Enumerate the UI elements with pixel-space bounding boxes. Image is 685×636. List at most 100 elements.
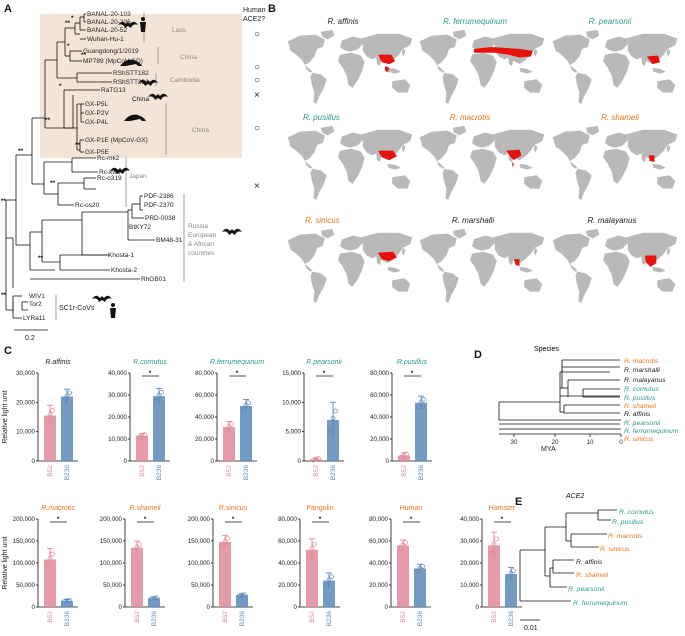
y-tick-label: 10,000 [282, 399, 301, 406]
y-tick-label: 20,000 [195, 436, 214, 443]
data-point [415, 568, 420, 574]
data-point [420, 563, 425, 569]
category-label: B52 [400, 611, 407, 623]
chart-title: R.cornutus [133, 359, 167, 366]
significance-star: * [323, 370, 326, 377]
category-label: B236 [326, 611, 333, 627]
bar [414, 568, 426, 607]
support-label: ** [81, 52, 87, 59]
map-title: R. macrotis [450, 113, 490, 122]
species-label: R. malayanus [624, 377, 666, 384]
significance-star: * [410, 516, 413, 523]
chart-title: R.pusillus [397, 359, 428, 366]
bar-charts: R.affinis 0 10,000 20,000 30,000 B52 B236 Relat… [2, 359, 522, 626]
scale-label-a: 0.2 [25, 335, 35, 342]
y-tick-label: 20,000 [16, 399, 35, 406]
bar-chart: R.shameli 0 50,000 100,000 150,000 200,000 B52… [100, 505, 165, 626]
species-label: R. cornutus [624, 386, 659, 393]
map-3: R. pearsonii [552, 17, 678, 104]
category-label: B52 [134, 611, 141, 623]
group-label-japan: Japan [129, 173, 147, 180]
category-label: B52 [309, 611, 316, 623]
y-tick-label: 50,000 [16, 582, 35, 589]
human-icon [140, 17, 146, 32]
data-point [222, 538, 228, 544]
bar [44, 559, 56, 607]
taxon-label: GX-P2V [85, 110, 110, 117]
y-tick-label: 50,000 [191, 582, 210, 589]
world-landmass [419, 125, 545, 200]
significance-star: * [149, 370, 152, 377]
taxon-label: Wuhan-Hu-1 [87, 36, 124, 43]
group-label-countries: countries [188, 250, 215, 257]
category-label: B236 [64, 465, 71, 481]
taxon-label: PDF-2386 [144, 193, 174, 200]
ace2-mark: ○ [254, 123, 260, 134]
taxon-label: Rc-kw8 [99, 169, 121, 176]
species-label: R. ferrumequinum [624, 428, 679, 435]
bar [415, 402, 427, 461]
species-label: R. shameli [624, 403, 657, 410]
group-label-cambodia: Cambodia [170, 77, 200, 84]
data-point [45, 419, 50, 425]
data-point [62, 599, 67, 604]
support-label: ** [75, 142, 81, 149]
ace2-tree-branches [519, 509, 617, 621]
y-tick-label: 20,000 [108, 414, 127, 421]
taxon-label: BANAL-20-236 [87, 19, 131, 26]
data-point [246, 400, 251, 406]
data-point [137, 541, 142, 547]
y-tick-label: 30,000 [108, 392, 127, 399]
bar-chart: Hamster 0 10,000 20,000 30,000 40,000 B52 B236 * [460, 505, 522, 626]
species-label: R. pearsonii [624, 420, 661, 427]
category-label: B52 [222, 611, 229, 623]
taxon-label: Guangdong/1/2019 [83, 48, 139, 55]
bat-icon [148, 93, 168, 100]
y-tick-label: 30,000 [16, 370, 35, 377]
data-point [416, 404, 421, 410]
taxon-label: RhGB01 [141, 276, 166, 283]
category-label: B236 [64, 611, 71, 627]
bar-chart: Human 0 20,000 40,000 60,000 80,000 B52 B236 * [369, 505, 431, 626]
range-overlay [646, 55, 661, 65]
y-tick-label: 40,000 [108, 370, 127, 377]
data-point [225, 536, 230, 541]
panel-label-c: C [4, 345, 12, 357]
category-label: B236 [417, 611, 424, 627]
category-label: B52 [47, 611, 54, 623]
data-point [404, 451, 409, 457]
data-point [307, 554, 312, 559]
chart-title: Hamster [489, 505, 516, 512]
bar [236, 595, 248, 607]
category-label: B52 [139, 465, 146, 477]
category-label: B236 [151, 611, 158, 627]
taxon-label: BM48-31 [156, 237, 183, 244]
data-point [313, 456, 319, 462]
map-title: R. pusillus [303, 113, 340, 122]
y-tick-label: 20,000 [460, 560, 479, 567]
group-brackets [55, 13, 185, 320]
bat-icon [138, 79, 158, 86]
data-point [67, 390, 72, 396]
y-axis-label: Relative light unit [2, 536, 9, 589]
map-title: R. shameli [601, 113, 639, 122]
panel-label-e: E [515, 496, 522, 508]
data-point [326, 577, 332, 583]
bar [488, 545, 500, 607]
bar [219, 541, 231, 607]
taxon-label: Tor2 [29, 301, 42, 308]
taxon-label: Rc-o319 [97, 175, 122, 182]
data-point [328, 428, 333, 433]
y-tick-label: 200,000 [13, 516, 36, 523]
taxon-label: GX-P1E (MpCoV-GX) [85, 137, 148, 144]
significance-star: * [144, 516, 147, 523]
x-tick-label: 20 [552, 439, 559, 446]
group-label-laos: Laos [172, 27, 187, 34]
pangolin-icon [120, 59, 142, 66]
data-point [154, 398, 159, 404]
panel-c: C R.affinis 0 10,000 20,000 30,000 B52 B236 Rel… [2, 345, 522, 626]
data-point [311, 457, 316, 463]
chart-title: Human [400, 505, 423, 512]
human-icon [110, 303, 116, 318]
taxon-label: MP789 (MpCoV-GD) [83, 58, 143, 65]
